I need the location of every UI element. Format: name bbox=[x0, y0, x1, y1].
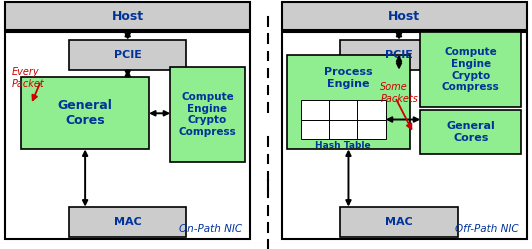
Bar bbox=[5, 32, 250, 239]
Text: Host: Host bbox=[112, 10, 144, 23]
Bar bbox=[358, 100, 386, 120]
Text: Some
Packets: Some Packets bbox=[380, 82, 418, 104]
Bar bbox=[287, 55, 410, 149]
Bar bbox=[420, 110, 521, 154]
Text: On-Path NIC: On-Path NIC bbox=[179, 224, 242, 234]
Bar bbox=[69, 207, 186, 237]
Text: Every
Packet: Every Packet bbox=[12, 67, 45, 89]
Bar bbox=[358, 120, 386, 139]
Bar bbox=[301, 120, 329, 139]
Text: MAC: MAC bbox=[114, 217, 142, 227]
Text: Compute
Engine
Crypto
Compress: Compute Engine Crypto Compress bbox=[442, 47, 500, 92]
Bar bbox=[329, 120, 358, 139]
Bar bbox=[282, 2, 527, 30]
Text: General
Cores: General Cores bbox=[57, 99, 113, 127]
Bar bbox=[420, 32, 521, 107]
Text: Off-Path NIC: Off-Path NIC bbox=[455, 224, 519, 234]
Bar bbox=[301, 100, 329, 120]
Text: Hash Table: Hash Table bbox=[315, 141, 371, 150]
Bar bbox=[170, 67, 245, 162]
Bar bbox=[329, 100, 358, 120]
Text: PCIE: PCIE bbox=[114, 50, 142, 60]
Bar bbox=[282, 32, 527, 239]
Text: Compute
Engine
Crypto
Compress: Compute Engine Crypto Compress bbox=[179, 92, 236, 137]
Text: Host: Host bbox=[388, 10, 420, 23]
Text: General
Cores: General Cores bbox=[446, 121, 495, 143]
Bar bbox=[5, 2, 250, 30]
Bar bbox=[340, 40, 458, 70]
Text: MAC: MAC bbox=[385, 217, 413, 227]
Bar bbox=[21, 77, 149, 149]
Bar bbox=[340, 207, 458, 237]
Text: PCIE: PCIE bbox=[385, 50, 413, 60]
Bar bbox=[69, 40, 186, 70]
Text: Process
Engine: Process Engine bbox=[324, 67, 373, 89]
